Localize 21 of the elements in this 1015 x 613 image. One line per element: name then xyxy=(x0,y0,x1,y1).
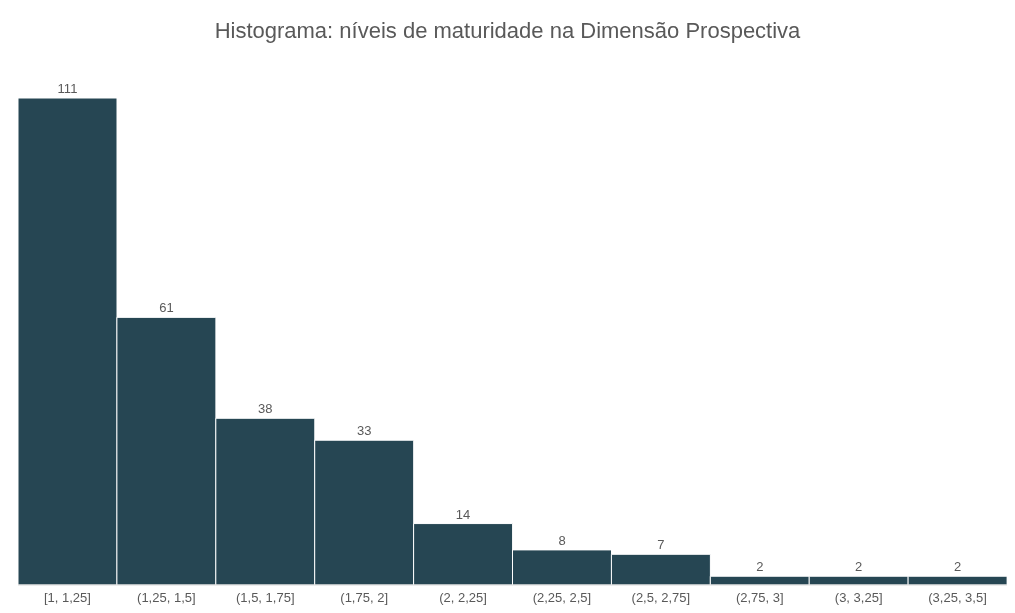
data-label: 33 xyxy=(356,423,372,439)
x-tick-label: [1, 1,25] xyxy=(43,590,91,606)
x-tick-label: (2,5, 2,75] xyxy=(631,590,691,606)
data-label: 7 xyxy=(657,537,665,553)
x-tick-label: (1,5, 1,75] xyxy=(235,590,295,606)
data-label: 2 xyxy=(756,559,764,575)
data-label: 14 xyxy=(455,506,471,522)
x-tick-label: (1,75, 2] xyxy=(340,590,388,606)
data-label: 61 xyxy=(159,300,174,316)
x-tick-label: (3, 3,25] xyxy=(834,590,883,606)
x-tick-label: (1,25, 1,5] xyxy=(137,590,196,606)
data-label: 8 xyxy=(558,532,566,548)
x-tick-label: (2,25, 2,5] xyxy=(532,590,592,606)
data-label: 38 xyxy=(258,401,273,417)
x-tick-label: (2,75, 3] xyxy=(735,590,784,606)
x-tick-label: (2, 2,25] xyxy=(439,590,487,606)
data-label: 2 xyxy=(855,559,863,575)
x-tick-label: (3,25, 3,5] xyxy=(928,590,987,606)
data-label: 111 xyxy=(57,81,78,96)
data-label: 2 xyxy=(953,559,962,575)
chart-title: Histograma: níveis de maturidade na Dimensão Prospectiva xyxy=(213,17,802,45)
